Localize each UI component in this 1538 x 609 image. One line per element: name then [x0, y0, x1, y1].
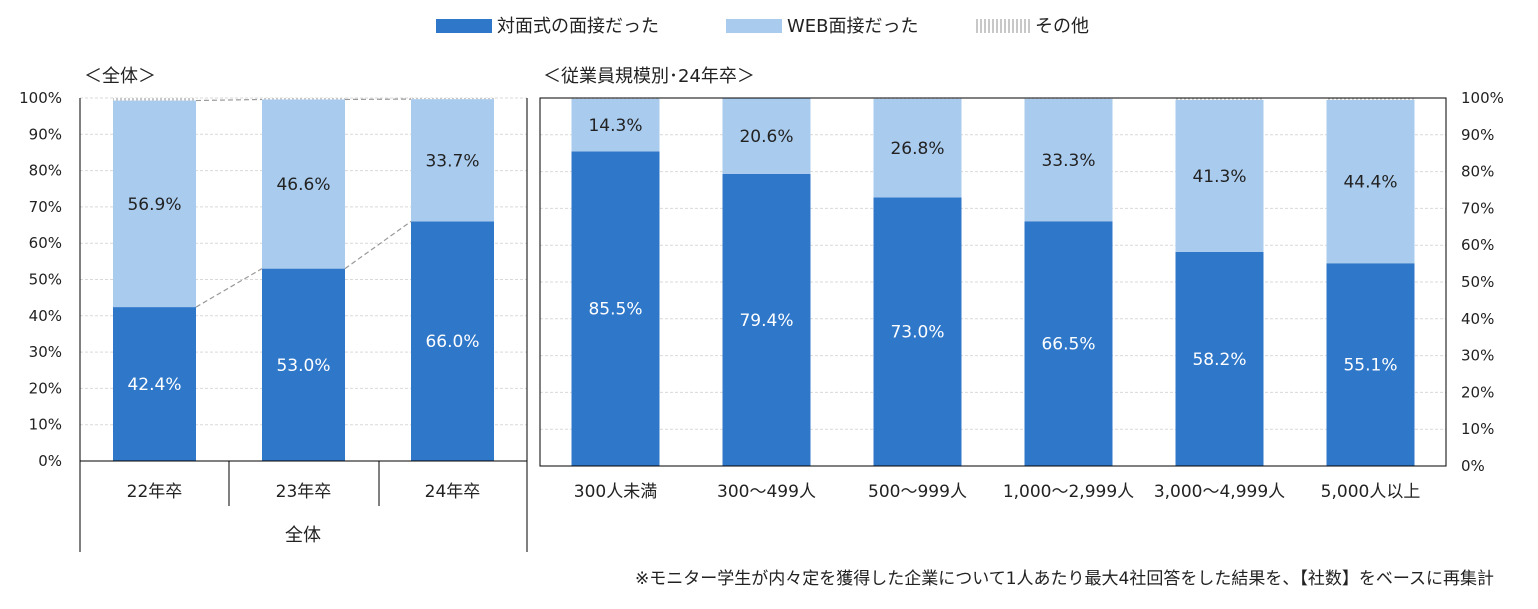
bar-face-to-face — [722, 173, 811, 467]
y-tick-label: 40% — [29, 307, 62, 325]
data-label-web: 33.3% — [1041, 151, 1095, 171]
bar-face-to-face — [1175, 251, 1264, 466]
y-ticks-overall: 0% 10% 20% 30% 40% 50% 60% 70% 80% 90% 100% — [19, 89, 62, 470]
bar-other — [1326, 98, 1415, 100]
bar-other — [1175, 98, 1264, 100]
y-tick-label: 0% — [38, 452, 62, 470]
bar-other — [113, 98, 196, 101]
bar-web — [1175, 99, 1264, 252]
connector-line-face-to-face — [344, 220, 412, 270]
bar-other — [411, 98, 494, 100]
bar-face-to-face — [113, 307, 196, 461]
data-label-face-to-face: 85.5% — [588, 300, 642, 320]
bar-face-to-face — [571, 151, 660, 467]
y-tick-label: 40% — [1461, 310, 1494, 328]
group-label-overall: 全体 — [285, 525, 321, 546]
y-tick-label: 90% — [29, 125, 62, 143]
legend-swatch-face — [436, 19, 492, 33]
x-category-label: 5,000人以上 — [1321, 482, 1421, 502]
connector-line-web — [195, 98, 263, 102]
y-tick-label: 30% — [29, 343, 62, 361]
data-label-web: 46.6% — [276, 175, 330, 195]
bar-other — [262, 98, 345, 100]
x-labels-overall: 22年卒 23年卒 24年卒 — [127, 482, 481, 502]
x-category-label: 500～999人 — [868, 482, 967, 502]
bar-face-to-face — [1326, 263, 1415, 466]
bar-face-to-face — [1024, 221, 1113, 466]
footnote: ※モニター学生が内々定を獲得した企業について1人あたり最大4社回答をした結果を、… — [635, 569, 1494, 589]
x-labels-by-size: 300人未満 300～499人 500～999人 1,000～2,999人 3,000～… — [574, 482, 1421, 502]
data-label-face-to-face: 66.5% — [1041, 335, 1095, 355]
data-label-web: 41.3% — [1192, 167, 1246, 187]
data-label-face-to-face: 55.1% — [1343, 356, 1397, 376]
x-category-label: 300人未満 — [574, 482, 657, 502]
x-category-label: 3,000～4,999人 — [1154, 482, 1285, 502]
y-tick-label: 20% — [1461, 383, 1494, 401]
y-tick-label: 50% — [1461, 273, 1494, 291]
data-label-face-to-face: 58.2% — [1192, 350, 1246, 370]
bar-web — [722, 98, 811, 174]
bar-web — [113, 100, 196, 308]
data-label-web: 20.6% — [739, 127, 793, 147]
y-tick-label: 70% — [29, 198, 62, 216]
legend-swatch-other — [974, 19, 1030, 33]
legend: 対面式の面接だった WEB面接だった その他 — [436, 16, 1089, 37]
y-tick-label: 30% — [1461, 347, 1494, 365]
bar-face-to-face — [873, 197, 962, 467]
y-tick-label: 100% — [19, 89, 62, 107]
bar-web — [1326, 99, 1415, 264]
data-label-face-to-face: 73.0% — [890, 323, 944, 343]
legend-label-other: その他 — [1035, 16, 1089, 37]
y-tick-label: 50% — [29, 271, 62, 289]
y-tick-label: 60% — [29, 234, 62, 252]
x-category-label: 22年卒 — [127, 482, 183, 502]
bar-face-to-face — [411, 221, 494, 461]
y-tick-label: 90% — [1461, 126, 1494, 144]
bar-web — [262, 99, 345, 269]
data-label-face-to-face: 66.0% — [425, 332, 479, 352]
y-tick-label: 10% — [1461, 420, 1494, 438]
y-tick-label: 0% — [1461, 457, 1485, 475]
data-labels-overall: 42.4% 56.9% 53.0% 46.6% 66.0% 33.7% — [127, 151, 479, 395]
y-tick-label: 80% — [1461, 163, 1494, 181]
panel-title-overall: ＜全体＞ — [84, 66, 156, 87]
gridlines-by-size — [540, 97, 1446, 430]
axes — [79, 97, 1447, 552]
x-category-label: 23年卒 — [276, 482, 332, 502]
bars-overall — [113, 98, 494, 461]
y-tick-label: 80% — [29, 162, 62, 180]
bar-face-to-face — [262, 268, 345, 461]
data-label-web: 44.4% — [1343, 173, 1397, 193]
data-label-web: 14.3% — [588, 116, 642, 136]
bar-web — [1024, 98, 1113, 222]
data-labels-by-size: 85.5% 14.3% 79.4% 20.6% 73.0% 26.8% 66.5% 33.3%… — [588, 116, 1397, 376]
bar-web — [571, 98, 660, 152]
y-tick-label: 60% — [1461, 236, 1494, 254]
data-label-face-to-face: 79.4% — [739, 311, 793, 331]
connector-lines — [195, 98, 412, 308]
bar-web — [411, 99, 494, 222]
data-label-web: 26.8% — [890, 139, 944, 159]
x-category-label: 1,000～2,999人 — [1003, 482, 1134, 502]
y-ticks-by-size: 0% 10% 20% 30% 40% 50% 60% 70% 80% 90% 100% — [1461, 89, 1504, 475]
legend-label-web: WEB面接だった — [787, 16, 919, 37]
y-tick-label: 20% — [29, 379, 62, 397]
data-label-face-to-face: 42.4% — [127, 375, 181, 395]
data-label-face-to-face: 53.0% — [276, 356, 330, 376]
x-category-label: 24年卒 — [425, 482, 481, 502]
connector-line-face-to-face — [195, 268, 263, 308]
legend-label-face: 対面式の面接だった — [497, 16, 659, 37]
bars-by-size — [571, 98, 1415, 467]
bar-web — [873, 98, 962, 198]
legend-swatch-web — [726, 19, 782, 33]
y-tick-label: 10% — [29, 416, 62, 434]
panel-title-by-size: ＜従業員規模別･24年卒＞ — [543, 66, 755, 87]
data-label-web: 33.7% — [425, 151, 479, 171]
x-category-label: 300～499人 — [717, 482, 816, 502]
y-tick-label: 70% — [1461, 199, 1494, 217]
data-label-web: 56.9% — [127, 195, 181, 215]
y-tick-label: 100% — [1461, 89, 1504, 107]
